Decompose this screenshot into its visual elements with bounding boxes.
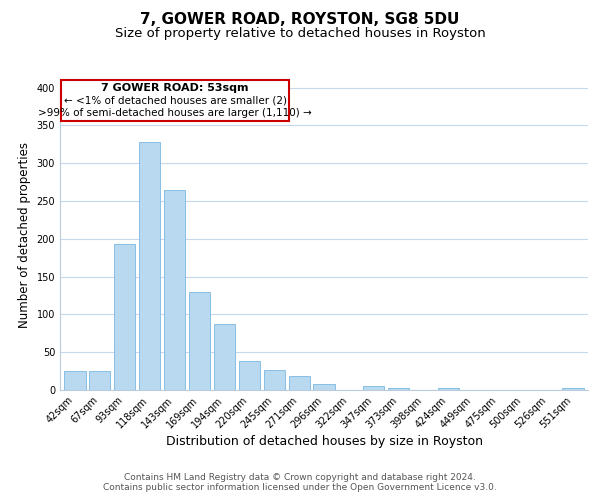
Bar	[64, 371, 86, 390]
X-axis label: Distribution of detached houses by size in Royston: Distribution of detached houses by size …	[166, 436, 482, 448]
Bar	[363, 386, 385, 390]
FancyBboxPatch shape	[61, 80, 289, 121]
Bar	[139, 142, 160, 390]
Text: 7 GOWER ROAD: 53sqm: 7 GOWER ROAD: 53sqm	[101, 83, 249, 93]
Text: Size of property relative to detached houses in Royston: Size of property relative to detached ho…	[115, 28, 485, 40]
Bar	[89, 371, 110, 390]
Bar	[388, 388, 409, 390]
Text: ← <1% of detached houses are smaller (2): ← <1% of detached houses are smaller (2)	[64, 96, 287, 106]
Y-axis label: Number of detached properties: Number of detached properties	[18, 142, 31, 328]
Bar	[263, 370, 285, 390]
Bar	[214, 324, 235, 390]
Bar	[313, 384, 335, 390]
Bar	[114, 244, 136, 390]
Text: 7, GOWER ROAD, ROYSTON, SG8 5DU: 7, GOWER ROAD, ROYSTON, SG8 5DU	[140, 12, 460, 28]
Bar	[239, 362, 260, 390]
Text: Contains HM Land Registry data © Crown copyright and database right 2024.
Contai: Contains HM Land Registry data © Crown c…	[103, 473, 497, 492]
Bar	[562, 388, 584, 390]
Text: >99% of semi-detached houses are larger (1,110) →: >99% of semi-detached houses are larger …	[38, 108, 312, 118]
Bar	[438, 388, 459, 390]
Bar	[289, 376, 310, 390]
Bar	[189, 292, 210, 390]
Bar	[164, 190, 185, 390]
